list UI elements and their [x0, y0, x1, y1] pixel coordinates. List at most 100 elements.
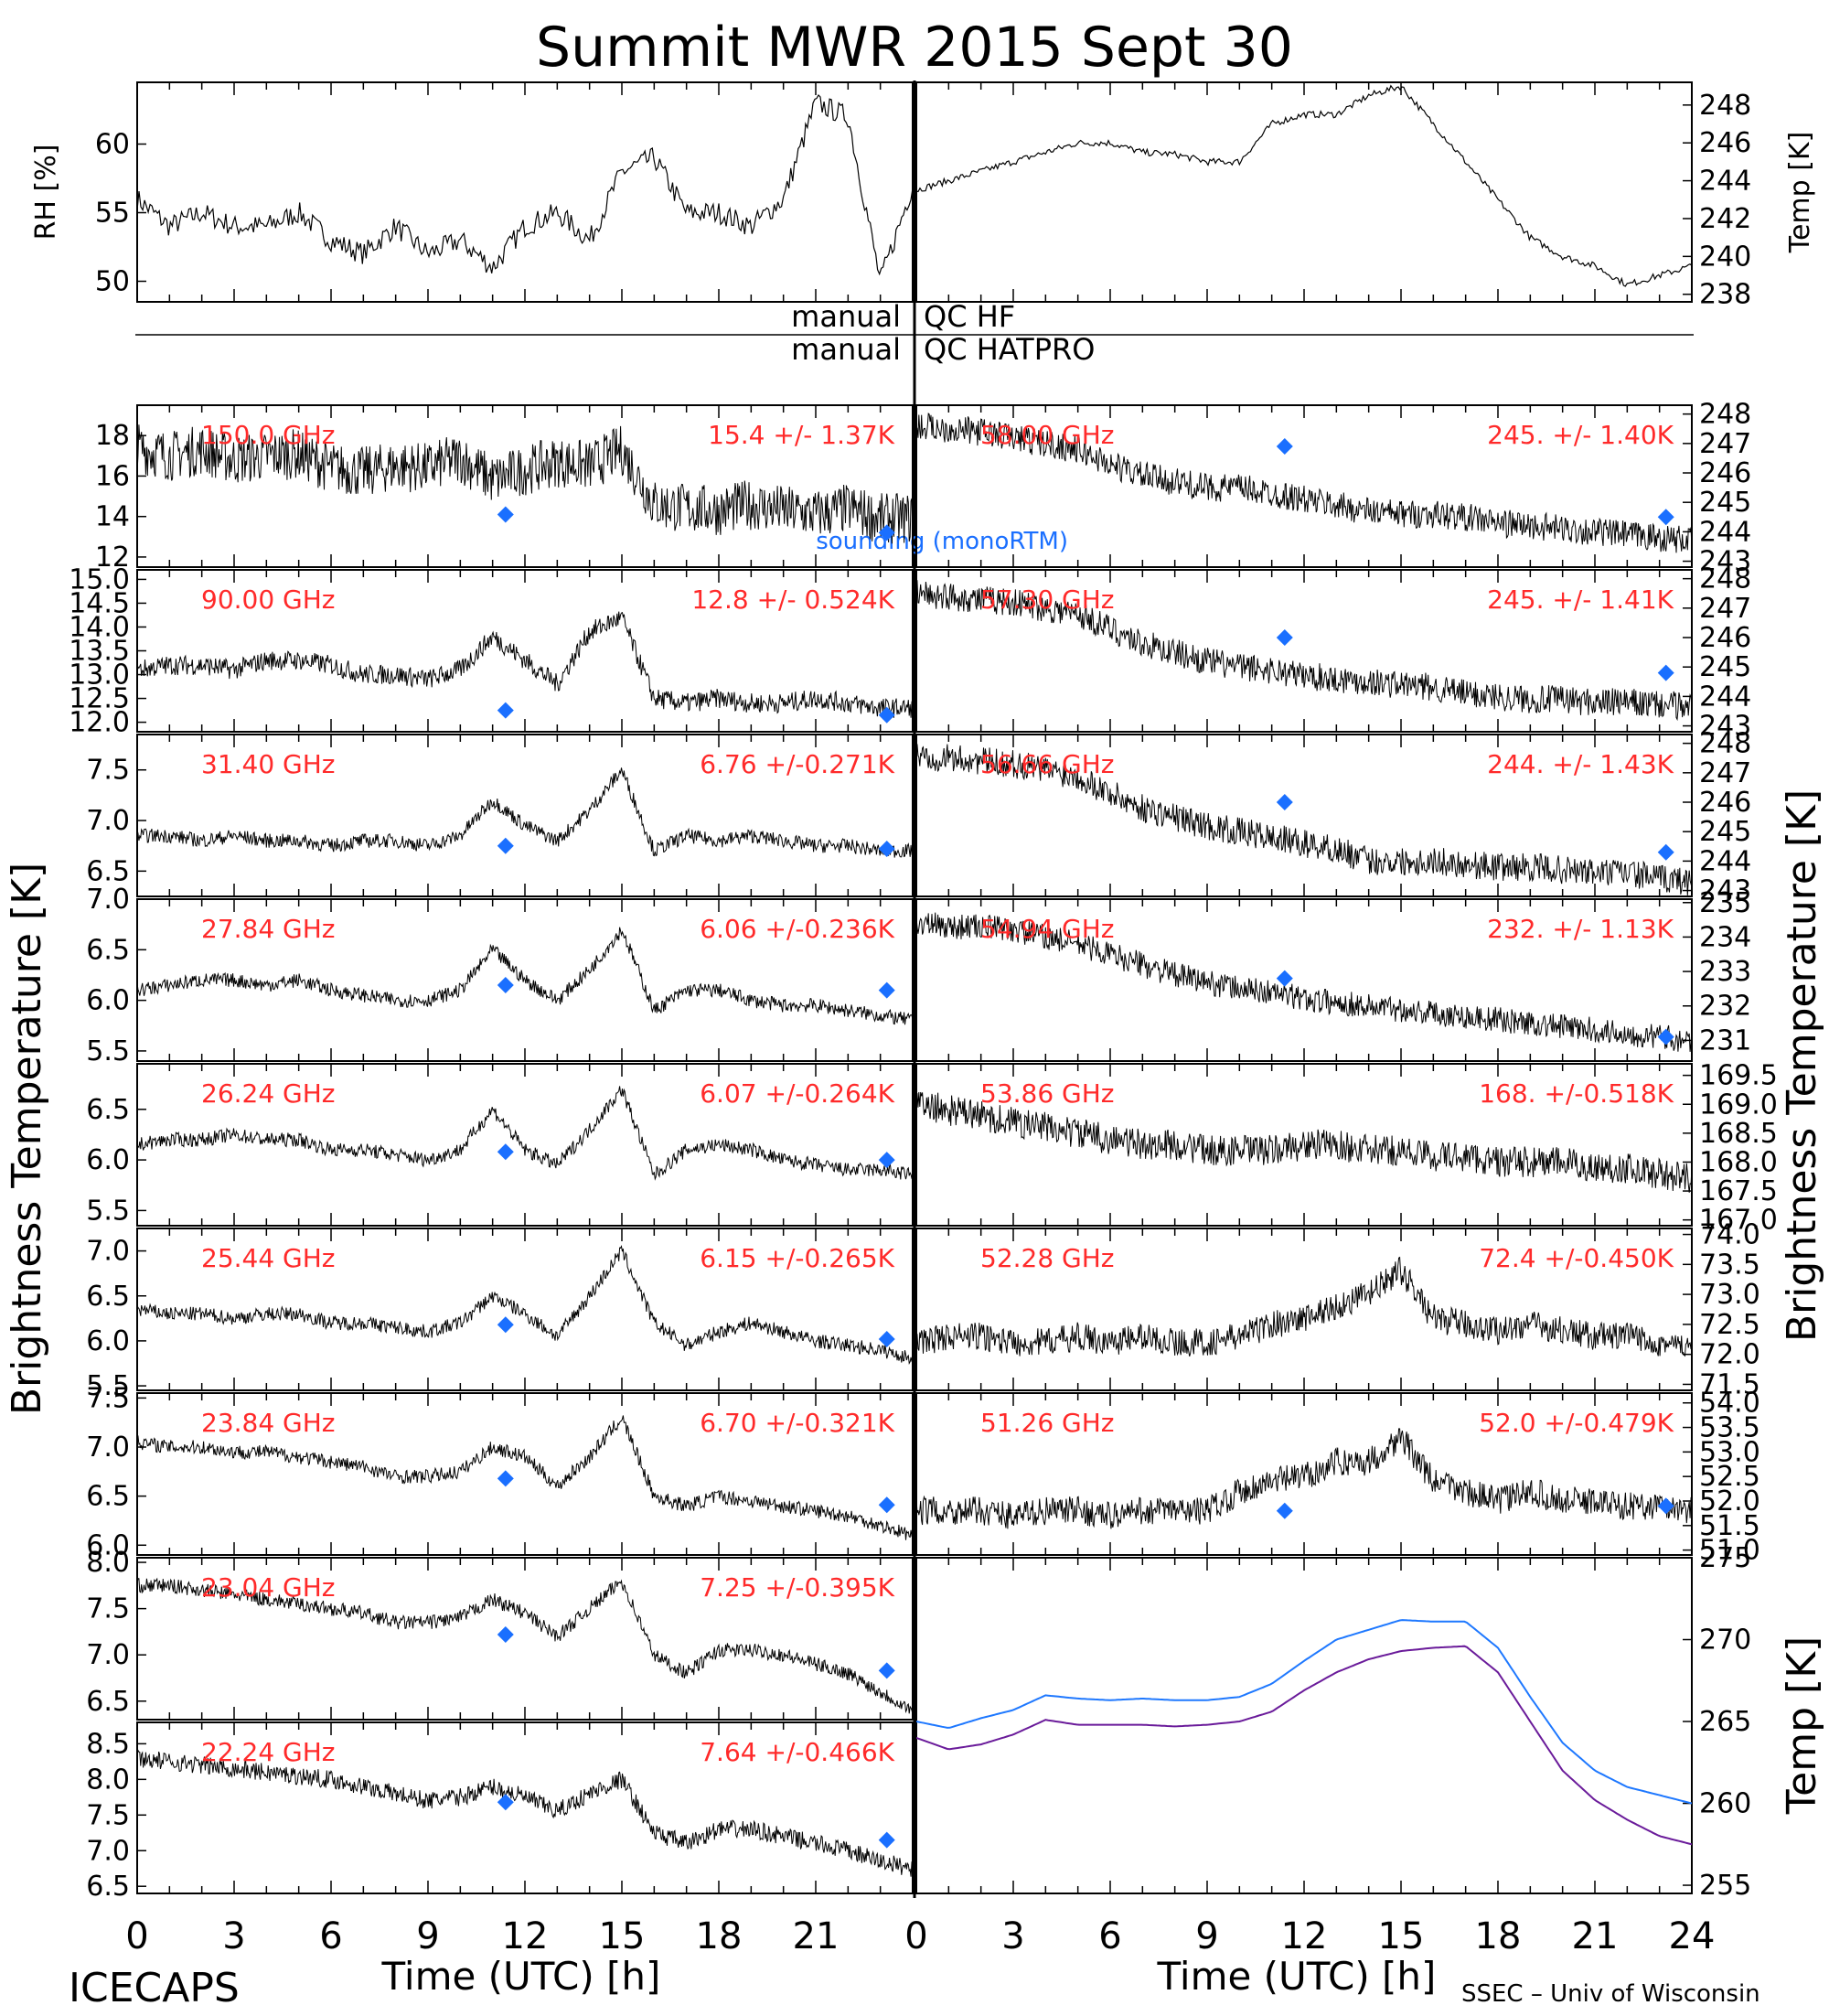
figure-title: Summit MWR 2015 Sept 30 [536, 16, 1293, 80]
frequency-label: 23.04 GHz [201, 1572, 336, 1603]
right-ylabel: Brightness Temperature [K] [1779, 789, 1825, 1342]
y-tick-label: 73.5 [1699, 1249, 1760, 1281]
series-line [916, 1256, 1692, 1357]
series-line [916, 1428, 1692, 1529]
y-tick-label: 50 [95, 266, 130, 298]
y-axis-label: RH [%] [30, 145, 62, 241]
y-tick-label: 14 [95, 501, 130, 533]
panel-rh: 50 55 60 RH [%] [30, 81, 914, 303]
y-tick-label: 7.0 [86, 1639, 130, 1671]
y-tick-label: 233 [1699, 956, 1751, 988]
stats-label: 7.64 +/-0.466K [700, 1737, 894, 1767]
y-tick-label: 6.0 [86, 1325, 130, 1357]
y-tick-label: 6.0 [86, 985, 130, 1017]
y-tick-label: 7.0 [86, 1432, 130, 1464]
y-tick-label: 270 [1699, 1625, 1751, 1657]
x-tick-label: 6 [319, 1915, 342, 1957]
y-tick-label: 55 [95, 198, 130, 230]
y-tick-label: 242 [1699, 203, 1751, 235]
qc-hf-left: manual [791, 299, 901, 334]
sounding-marker [878, 1496, 895, 1514]
x-tick-label: 0 [904, 1915, 927, 1957]
stats-label: 232. +/- 1.13K [1487, 914, 1674, 944]
frequency-label: 150.0 GHz [201, 420, 336, 450]
sounding-marker [497, 837, 514, 854]
footer-left-label: ICECAPS [69, 1965, 240, 2011]
sounding-marker [878, 1662, 895, 1679]
x-tick-label: 24 [1669, 1915, 1716, 1957]
series-line [137, 1748, 913, 1877]
y-tick-label: 244 [1699, 166, 1751, 198]
y-tick-label: 265 [1699, 1706, 1751, 1738]
y-tick-label: 12.0 [69, 707, 130, 739]
x-tick-label: 9 [1195, 1915, 1218, 1957]
y-tick-label: 8.0 [86, 1547, 130, 1579]
x-tick-label: 3 [1001, 1915, 1024, 1957]
stats-label: 168. +/-0.518K [1479, 1078, 1674, 1109]
y-tick-label: 244 [1699, 681, 1751, 713]
y-tick-label: 16 [95, 460, 130, 492]
panel-l27: 5.5 6.0 6.5 7.0 27.84 GHz 6.06 +/-0.236K [86, 884, 914, 1067]
y-tick-label: 53.0 [1699, 1436, 1760, 1468]
y-tick-label: 245 [1699, 651, 1751, 683]
y-tick-label: 168.5 [1699, 1118, 1778, 1150]
y-tick-label: 7.0 [86, 884, 130, 916]
sounding-marker [1276, 794, 1293, 811]
qc-hf-right: QC HF [924, 299, 1015, 334]
y-tick-label: 169.5 [1699, 1060, 1778, 1092]
frequency-label: 54.94 GHz [980, 914, 1115, 944]
y-tick-label: 7.0 [86, 1835, 130, 1867]
x-tick-label: 3 [222, 1915, 245, 1957]
y-tick-label: 243 [1699, 711, 1751, 743]
series-line [137, 1577, 913, 1715]
sounding-marker [878, 1831, 895, 1849]
panel-l23a: 6.0 6.5 7.0 7.5 23.84 GHz 6.70 +/-0.321K [86, 1382, 914, 1561]
y-tick-label: 13.5 [69, 636, 130, 668]
y-tick-label: 14.0 [69, 611, 130, 643]
sounding-marker [497, 1316, 514, 1334]
sounding-marker [497, 1794, 514, 1811]
y-tick-label: 248 [1699, 563, 1751, 595]
panel-l22: 6.5 7.0 7.58.0 8.5 22.24 GHz 7.64 +/-0.466K [86, 1721, 914, 1903]
sounding-marker [1276, 970, 1293, 987]
sounding-marker [497, 1143, 514, 1161]
y-tick-label: 12.5 [69, 683, 130, 715]
sounding-marker [1276, 629, 1293, 647]
frequency-label: 26.24 GHz [201, 1078, 336, 1109]
frequency-label: 23.84 GHz [201, 1408, 336, 1438]
y-tick-label: 73.0 [1699, 1279, 1760, 1311]
y-tick-label: 167.0 [1699, 1205, 1778, 1237]
x-tick-label: 12 [1281, 1915, 1328, 1957]
y-tick-label: 246 [1699, 457, 1751, 489]
x-tick-label: 15 [1378, 1915, 1425, 1957]
frequency-label: 31.40 GHz [201, 749, 336, 779]
sounding-marker [878, 706, 895, 724]
hf-series-line [916, 1645, 1692, 1846]
sounding-marker [1657, 843, 1674, 861]
x-tick-label: 18 [696, 1915, 743, 1957]
y-tick-label: 72.5 [1699, 1309, 1760, 1341]
sounding-marker [1276, 1502, 1293, 1519]
frequency-label: 52.28 GHz [980, 1243, 1115, 1273]
y-tick-label: 5.5 [86, 1370, 130, 1402]
y-tick-label: 7.0 [86, 805, 130, 837]
y-tick-label: 6.5 [86, 1094, 130, 1126]
y-tick-label: 6.5 [86, 934, 130, 966]
y-tick-label: 6.5 [86, 1871, 130, 1903]
y-tick-label: 248 [1699, 728, 1751, 760]
panel-l150: 12 14 16 18 150.0 GHz 15.4 +/- 1.37K [95, 404, 914, 574]
y-tick-label: 52.0 [1699, 1485, 1760, 1517]
xaxis-label-left: Time (UTC) [h] [381, 1954, 661, 1999]
left-ylabel: Brightness Temperature [K] [4, 863, 50, 1415]
series-line [137, 1245, 913, 1365]
y-tick-label: 74.0 [1699, 1219, 1760, 1251]
y-tick-label: 244 [1699, 516, 1751, 548]
y-tick-label: 15.0 [69, 563, 130, 595]
stats-label: 6.70 +/-0.321K [700, 1408, 894, 1438]
y-tick-label: 247 [1699, 593, 1751, 625]
